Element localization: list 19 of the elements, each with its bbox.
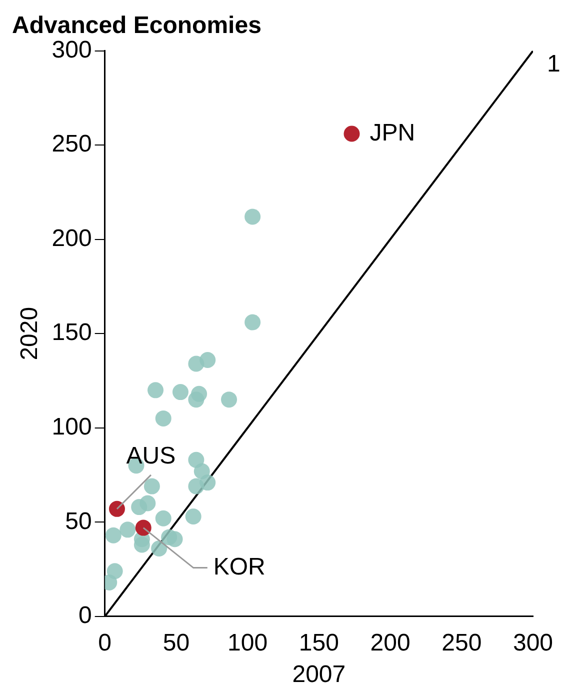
y-tick-label: 0 [78,602,92,630]
annotation: AUS [126,442,176,470]
y-tick-label: 150 [52,319,92,346]
y-tick-label: 100 [52,413,92,440]
x-tick-label: 0 [98,629,112,656]
text: 1 [547,50,560,78]
annotation: JPN [370,119,416,146]
x-tick-label: 50 [162,629,190,656]
y-tick-label: 250 [52,130,92,158]
y-axis-title: 2020 [16,306,44,360]
annotation: KOR [213,553,266,580]
x-tick-label: 100 [228,629,268,656]
x-tick-label: 150 [298,629,339,656]
x-tick-label: 250 [442,629,482,656]
y-tick-label: 200 [52,224,92,252]
x-tick-label: 200 [370,629,410,656]
y-tick-label: 50 [65,508,92,535]
x-axis-title: 2007 [292,661,346,688]
x-tick-label: 300 [512,629,554,656]
